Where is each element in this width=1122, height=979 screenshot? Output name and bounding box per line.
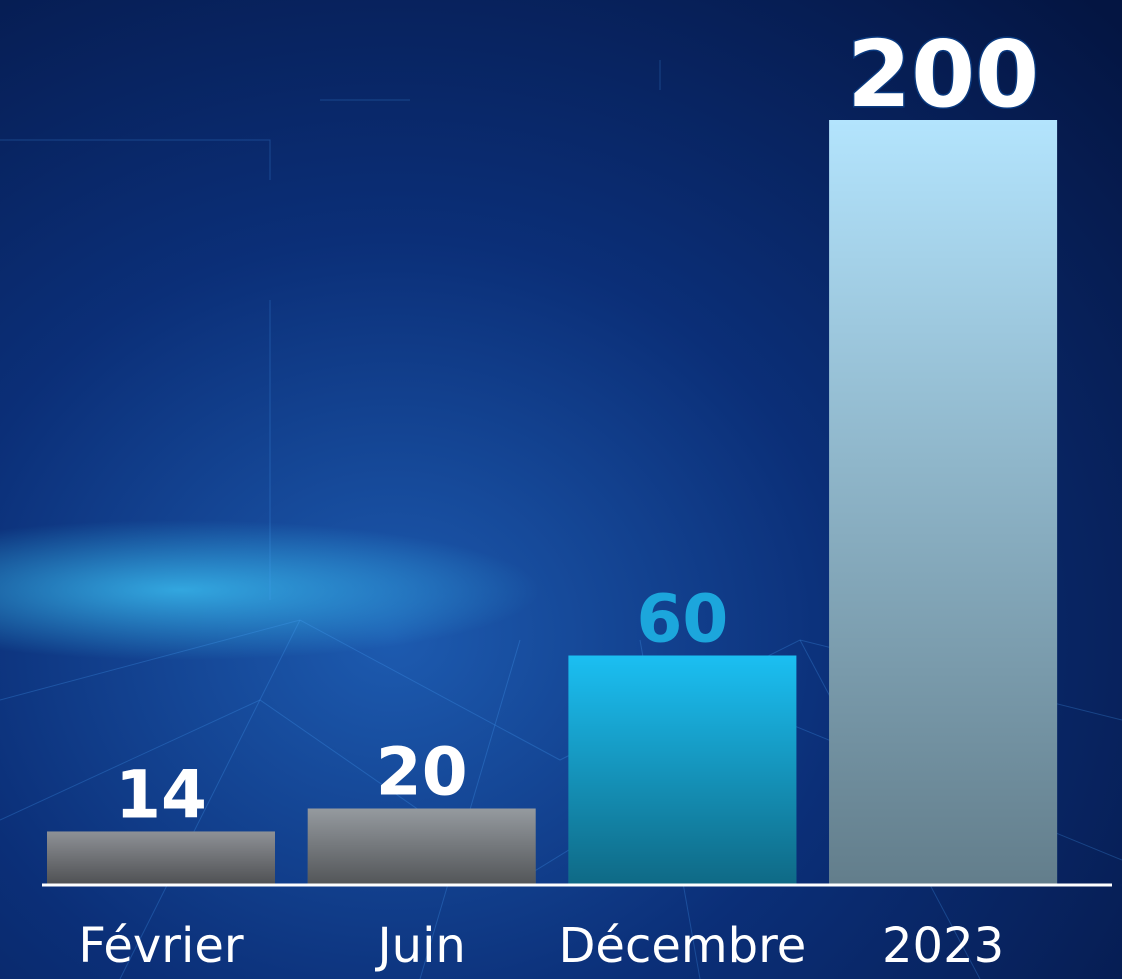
glow [0, 520, 540, 660]
x-tick-label: 2023 [882, 918, 1004, 974]
value-label: 200 [847, 21, 1039, 128]
x-tick-label: Juin [375, 918, 466, 974]
value-label: 20 [376, 734, 468, 811]
x-tick-label: Décembre [558, 918, 806, 974]
bar [307, 808, 536, 885]
bar [829, 120, 1058, 885]
value-label: 14 [115, 756, 207, 833]
x-tick-label: Février [78, 918, 244, 974]
bar [568, 655, 797, 885]
value-label: 60 [636, 581, 728, 658]
bar [47, 831, 275, 885]
